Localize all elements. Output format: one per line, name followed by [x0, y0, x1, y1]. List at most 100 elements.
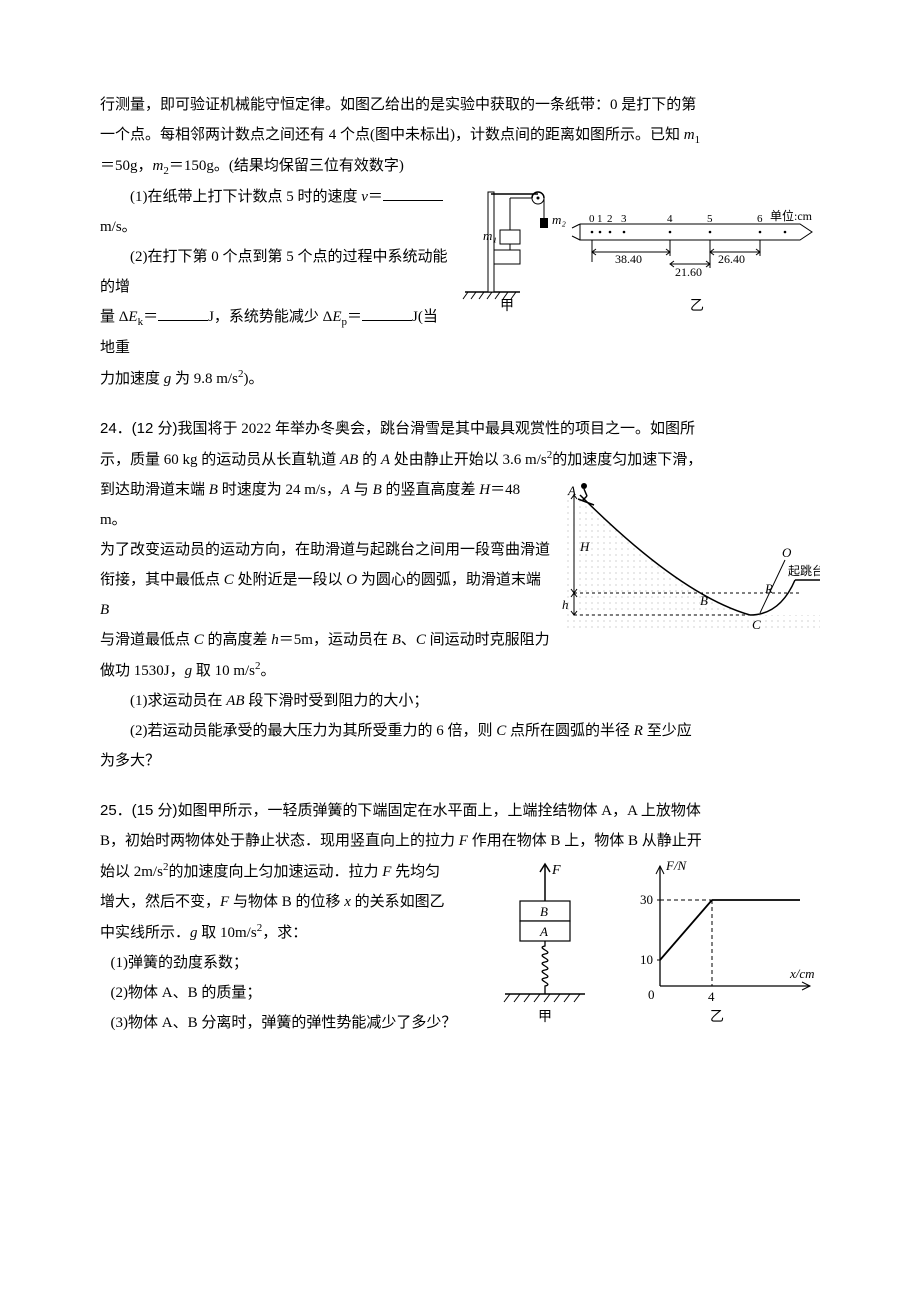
- fig24-R: R: [764, 581, 773, 596]
- q24-q1-a: (1)求运动员在: [130, 693, 226, 709]
- q24-line4: 为了改变运动员的运动方向，在助滑道与起跳台之间用一段弯曲滑道: [100, 535, 550, 565]
- q1-text: (1)在纸带上打下计数点 5 时的速度: [130, 189, 358, 205]
- q24-B-4: B: [392, 632, 401, 648]
- q25-fig-yi: F/N x/cm 30 10 0 4 乙: [630, 856, 820, 1026]
- tick-2: 2: [607, 213, 613, 225]
- fx-graph-svg: F/N x/cm 30 10 0 4 乙: [630, 856, 820, 1026]
- ek-sym: E: [128, 309, 137, 325]
- q25-F-3: F: [220, 894, 229, 910]
- q24-line7: 做功 1530J，g 取 10 m/s2。: [100, 655, 550, 686]
- m2-sym: m: [153, 158, 164, 174]
- q24-l1: 我国将于 2022 年举办冬奥会，跳台滑雪是其中最具观赏性的项目之一。如图所: [178, 421, 696, 437]
- q2c-c: )。: [243, 371, 263, 387]
- ep-blank: [362, 305, 412, 321]
- q25-q3: (3)物体 A、B 分离时，弹簧的弹性势能减少了多少？: [111, 1015, 457, 1031]
- q25-line1: 25．(15 分)如图甲所示，一轻质弹簧的下端固定在水平面上，上端拴结物体 A，…: [100, 796, 820, 826]
- q2c-b: 为 9.8 m/s: [175, 371, 238, 387]
- q25-F-1: F: [459, 833, 468, 849]
- q1-eq: ＝: [368, 189, 383, 205]
- q25-line2: B，初始时两物体处于静止状态．现用竖直向上的拉力 F 作用在物体 B 上，物体 …: [100, 826, 820, 856]
- q24-l2d: 的加速度匀加速下滑，: [552, 452, 702, 468]
- q25-l3c: 先均匀: [391, 864, 440, 880]
- spring-svg: F B A: [490, 856, 600, 1026]
- q25-num: 25．(15 分): [100, 802, 178, 819]
- q24-q1-b: 段下滑时受到阻力的大小；: [245, 693, 429, 709]
- tick-6: 6: [757, 213, 763, 225]
- tick-1: 1: [597, 213, 603, 225]
- q24-h: h: [271, 632, 279, 648]
- fig25-cap-yi: 乙: [710, 1009, 724, 1025]
- q24-AB-1: AB: [340, 452, 358, 468]
- q24-sub1: (1)求运动员在 AB 段下滑时受到阻力的大小；: [100, 686, 820, 716]
- q24-l3d: 的竖直高度差: [382, 482, 480, 498]
- fig25-B: B: [540, 904, 548, 919]
- ep-sym: E: [332, 309, 341, 325]
- q24-l6b: 的高度差: [204, 632, 272, 648]
- fig24-B: B: [700, 593, 708, 608]
- graph-y30: 30: [640, 892, 653, 907]
- fig-m2-label: m₂: [552, 212, 566, 227]
- q24-l2c: 处由静止开始以 3.6 m/s: [390, 452, 547, 468]
- q24-B-1: B: [209, 482, 218, 498]
- ek-blank: [158, 305, 208, 321]
- q2-text: (2)在打下第 0 个点到第 5 个点的过程中系统动能的增: [100, 249, 448, 295]
- dim-1: 38.40: [615, 252, 642, 266]
- q24-sub2: (2)若运动员能承受的最大压力为其所受重力的 6 倍，则 C 点所在圆弧的半径 …: [100, 716, 820, 746]
- fig24-C: C: [752, 617, 761, 632]
- q24-l3c: 与: [350, 482, 373, 498]
- q25-sub1: (1)弹簧的劲度系数；: [100, 948, 480, 978]
- intro-line3: ＝50g，m2＝150g。(结果均保留三位有效数字): [100, 151, 820, 182]
- m1-sub: 1: [695, 134, 701, 146]
- q2b-eq2: ＝: [347, 309, 362, 325]
- v-sym: v: [361, 189, 368, 205]
- q24-AB-2: AB: [226, 693, 244, 709]
- q24-l2a: 示，质量 60 kg 的运动员从长直轨道: [100, 452, 340, 468]
- q24-A-1: A: [381, 452, 390, 468]
- q25-l4a: 增大，然后不变，: [100, 894, 220, 910]
- q25-sub2: (2)物体 A、B 的质量；: [100, 978, 480, 1008]
- q24-l7a: 做功 1530J，: [100, 663, 185, 679]
- q25-line5: 中实线所示．g 取 10m/s2，求：: [100, 917, 480, 948]
- q25-l5c: ，求：: [262, 925, 307, 941]
- intro-line1: 行测量，即可验证机械能守恒定律。如图乙给出的是实验中获取的一条纸带：0 是打下的…: [100, 90, 820, 120]
- fig25-A: A: [539, 924, 548, 939]
- q25-l4c: 的关系如图乙: [351, 894, 445, 910]
- q2-line1: (2)在打下第 0 个点到第 5 个点的过程中系统动能的增: [100, 242, 450, 302]
- intro-text-2a: 一个点。每相邻两计数点之间还有 4 个点(图中未标出)，计数点间的距离如图所示。…: [100, 127, 684, 143]
- q24-l5c: 为圆心的圆弧，助滑道末端: [357, 572, 541, 588]
- fig-m1-label: m₁: [483, 228, 497, 243]
- q24-l6a: 与滑道最低点: [100, 632, 194, 648]
- q24-l7b: 取 10 m/s: [192, 663, 255, 679]
- q25-l2a: B，初始时两物体处于静止状态．现用竖直向上的拉力: [100, 833, 459, 849]
- q24-A-2: A: [341, 482, 350, 498]
- q25-line4: 增大，然后不变，F 与物体 B 的位移 x 的关系如图乙: [100, 887, 480, 917]
- q25-line3: 始以 2m/s2的加速度向上匀加速运动．拉力 F 先均匀: [100, 856, 480, 887]
- q25-F-2: F: [382, 864, 391, 880]
- fig24-h: h: [562, 597, 569, 612]
- q1-line: (1)在纸带上打下计数点 5 时的速度 v＝ m/s。: [100, 182, 450, 242]
- q2-line3: 力加速度 g 为 9.8 m/s2)。: [100, 363, 450, 394]
- q25-q2: (2)物体 A、B 的质量；: [111, 985, 262, 1001]
- graph-x4: 4: [708, 989, 715, 1004]
- fig24-H: H: [579, 539, 590, 554]
- q25-l5b: 取 10m/s: [198, 925, 257, 941]
- fig25-F: F: [551, 863, 561, 878]
- q2b-eq1: ＝: [143, 309, 158, 325]
- q24-line2: 示，质量 60 kg 的运动员从长直轨道 AB 的 A 处由静止开始以 3.6 …: [100, 444, 820, 475]
- q24-B-3: B: [100, 602, 109, 618]
- q24-H: H: [479, 482, 490, 498]
- q24-num: 24．(12 分): [100, 420, 178, 437]
- graph-y0: 0: [648, 987, 655, 1002]
- q25-g: g: [190, 925, 198, 941]
- q25-x: x: [344, 894, 351, 910]
- q24-fig: O R A B C H: [560, 475, 820, 635]
- q24-O: O: [346, 572, 357, 588]
- q24-l5a: 衔接，其中最低点: [100, 572, 224, 588]
- q25-fig-row: 始以 2m/s2的加速度向上匀加速运动．拉力 F 先均匀 增大，然后不变，F 与…: [100, 856, 820, 1038]
- tick-0: 0: [589, 213, 595, 225]
- q2b-j1: J，系统势能减少 Δ: [208, 309, 332, 325]
- q25-sub3: (3)物体 A、B 分离时，弹簧的弹性势能减少了多少？: [100, 1008, 480, 1038]
- q24-l2b: 的: [358, 452, 381, 468]
- q24-q2b: 点所在圆弧的半径: [506, 723, 634, 739]
- q25-l3a: 始以 2m/s: [100, 864, 163, 880]
